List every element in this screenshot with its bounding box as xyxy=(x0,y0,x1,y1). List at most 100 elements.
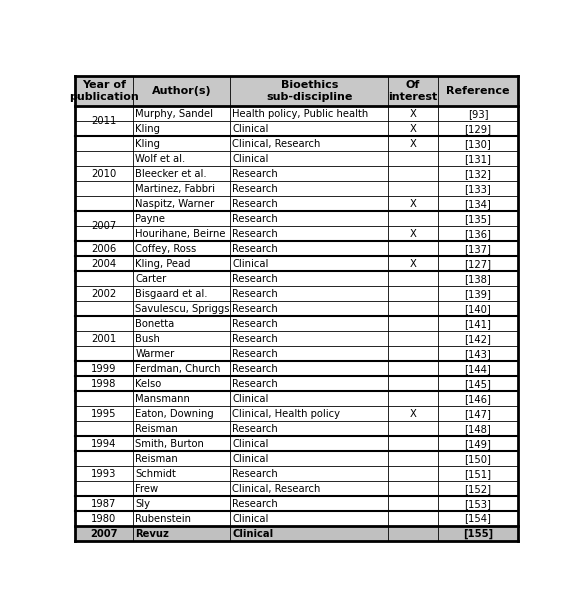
Text: Bleecker et al.: Bleecker et al. xyxy=(135,169,207,179)
Text: Clinical, Research: Clinical, Research xyxy=(232,484,321,494)
Text: Smith, Burton: Smith, Burton xyxy=(135,439,204,448)
Text: Research: Research xyxy=(232,199,278,209)
Text: [129]: [129] xyxy=(465,124,491,134)
Text: Clinical: Clinical xyxy=(232,154,269,164)
Text: 2007: 2007 xyxy=(91,221,116,232)
Text: Research: Research xyxy=(232,319,278,329)
Text: Bioethics
sub-discipline: Bioethics sub-discipline xyxy=(266,80,353,102)
Text: 1998: 1998 xyxy=(91,379,116,389)
Text: Coffey, Ross: Coffey, Ross xyxy=(135,244,197,254)
Text: [155]: [155] xyxy=(463,529,493,539)
Text: 1999: 1999 xyxy=(91,364,117,374)
Text: 1980: 1980 xyxy=(91,514,116,524)
Text: Research: Research xyxy=(232,184,278,194)
Text: 2004: 2004 xyxy=(91,259,116,269)
Text: 1995: 1995 xyxy=(91,409,117,419)
Text: X: X xyxy=(410,259,417,269)
Text: [141]: [141] xyxy=(465,319,491,329)
Text: 2002: 2002 xyxy=(91,289,116,299)
Text: [143]: [143] xyxy=(465,349,491,359)
Text: [93]: [93] xyxy=(468,109,488,119)
Text: 2001: 2001 xyxy=(91,334,116,344)
Text: Research: Research xyxy=(232,229,278,239)
Text: Payne: Payne xyxy=(135,214,165,224)
Text: [133]: [133] xyxy=(465,184,491,194)
Text: [145]: [145] xyxy=(465,379,491,389)
Text: Research: Research xyxy=(232,364,278,374)
Text: Schmidt: Schmidt xyxy=(135,469,176,478)
Text: [134]: [134] xyxy=(465,199,491,209)
Bar xyxy=(75,76,518,106)
Text: [130]: [130] xyxy=(465,139,491,149)
Text: Kling: Kling xyxy=(135,139,160,149)
Text: Clinical: Clinical xyxy=(232,259,269,269)
Text: [135]: [135] xyxy=(465,214,491,224)
Text: Research: Research xyxy=(232,169,278,179)
Text: [131]: [131] xyxy=(465,154,491,164)
Text: [144]: [144] xyxy=(465,364,491,374)
Text: Mansmann: Mansmann xyxy=(135,393,190,404)
Text: [137]: [137] xyxy=(465,244,491,254)
Text: Health policy, Public health: Health policy, Public health xyxy=(232,109,369,119)
Text: [132]: [132] xyxy=(465,169,491,179)
Text: 2010: 2010 xyxy=(91,169,116,179)
Text: Research: Research xyxy=(232,349,278,359)
Text: [139]: [139] xyxy=(465,289,491,299)
Text: Research: Research xyxy=(232,423,278,434)
Text: Reference: Reference xyxy=(446,86,510,96)
Text: Martinez, Fabbri: Martinez, Fabbri xyxy=(135,184,215,194)
Text: X: X xyxy=(410,229,417,239)
Text: [153]: [153] xyxy=(465,499,491,508)
Text: 1994: 1994 xyxy=(91,439,116,448)
Text: Research: Research xyxy=(232,304,278,314)
Text: Clinical: Clinical xyxy=(232,393,269,404)
Text: [147]: [147] xyxy=(465,409,491,419)
Text: Revuz: Revuz xyxy=(135,529,169,539)
Text: Naspitz, Warner: Naspitz, Warner xyxy=(135,199,214,209)
Text: Clinical: Clinical xyxy=(232,529,273,539)
Text: [152]: [152] xyxy=(465,484,491,494)
Text: 1993: 1993 xyxy=(91,469,116,478)
Text: Ferdman, Church: Ferdman, Church xyxy=(135,364,221,374)
Text: X: X xyxy=(410,124,417,134)
Text: [146]: [146] xyxy=(465,393,491,404)
Text: Clinical, Research: Clinical, Research xyxy=(232,139,321,149)
Text: Year of
publication: Year of publication xyxy=(69,80,139,102)
Text: Research: Research xyxy=(232,469,278,478)
Text: X: X xyxy=(410,139,417,149)
Text: 2011: 2011 xyxy=(91,117,116,126)
Text: [151]: [151] xyxy=(465,469,491,478)
Text: Research: Research xyxy=(232,379,278,389)
Text: Research: Research xyxy=(232,334,278,344)
Text: X: X xyxy=(410,109,417,119)
Text: Author(s): Author(s) xyxy=(151,86,212,96)
Text: 2006: 2006 xyxy=(91,244,116,254)
Text: [148]: [148] xyxy=(465,423,491,434)
Text: Murphy, Sandel: Murphy, Sandel xyxy=(135,109,213,119)
Text: 2007: 2007 xyxy=(90,529,117,539)
Text: Kling, Pead: Kling, Pead xyxy=(135,259,191,269)
Text: Kelso: Kelso xyxy=(135,379,161,389)
Text: [150]: [150] xyxy=(465,453,491,464)
Text: Research: Research xyxy=(232,499,278,508)
Text: Research: Research xyxy=(232,214,278,224)
Text: Warmer: Warmer xyxy=(135,349,175,359)
Text: [142]: [142] xyxy=(465,334,491,344)
Text: [154]: [154] xyxy=(465,514,491,524)
Text: Clinical: Clinical xyxy=(232,453,269,464)
Text: Clinical: Clinical xyxy=(232,124,269,134)
Text: Carter: Carter xyxy=(135,274,166,284)
Text: Kling: Kling xyxy=(135,124,160,134)
Bar xyxy=(75,526,518,541)
Text: Reisman: Reisman xyxy=(135,453,178,464)
Text: Clinical: Clinical xyxy=(232,439,269,448)
Text: Research: Research xyxy=(232,274,278,284)
Text: Clinical: Clinical xyxy=(232,514,269,524)
Text: [149]: [149] xyxy=(465,439,491,448)
Text: Reisman: Reisman xyxy=(135,423,178,434)
Text: Bonetta: Bonetta xyxy=(135,319,175,329)
Text: [136]: [136] xyxy=(465,229,491,239)
Text: Of
interest: Of interest xyxy=(388,80,438,102)
Text: Clinical, Health policy: Clinical, Health policy xyxy=(232,409,340,419)
Text: [127]: [127] xyxy=(465,259,491,269)
